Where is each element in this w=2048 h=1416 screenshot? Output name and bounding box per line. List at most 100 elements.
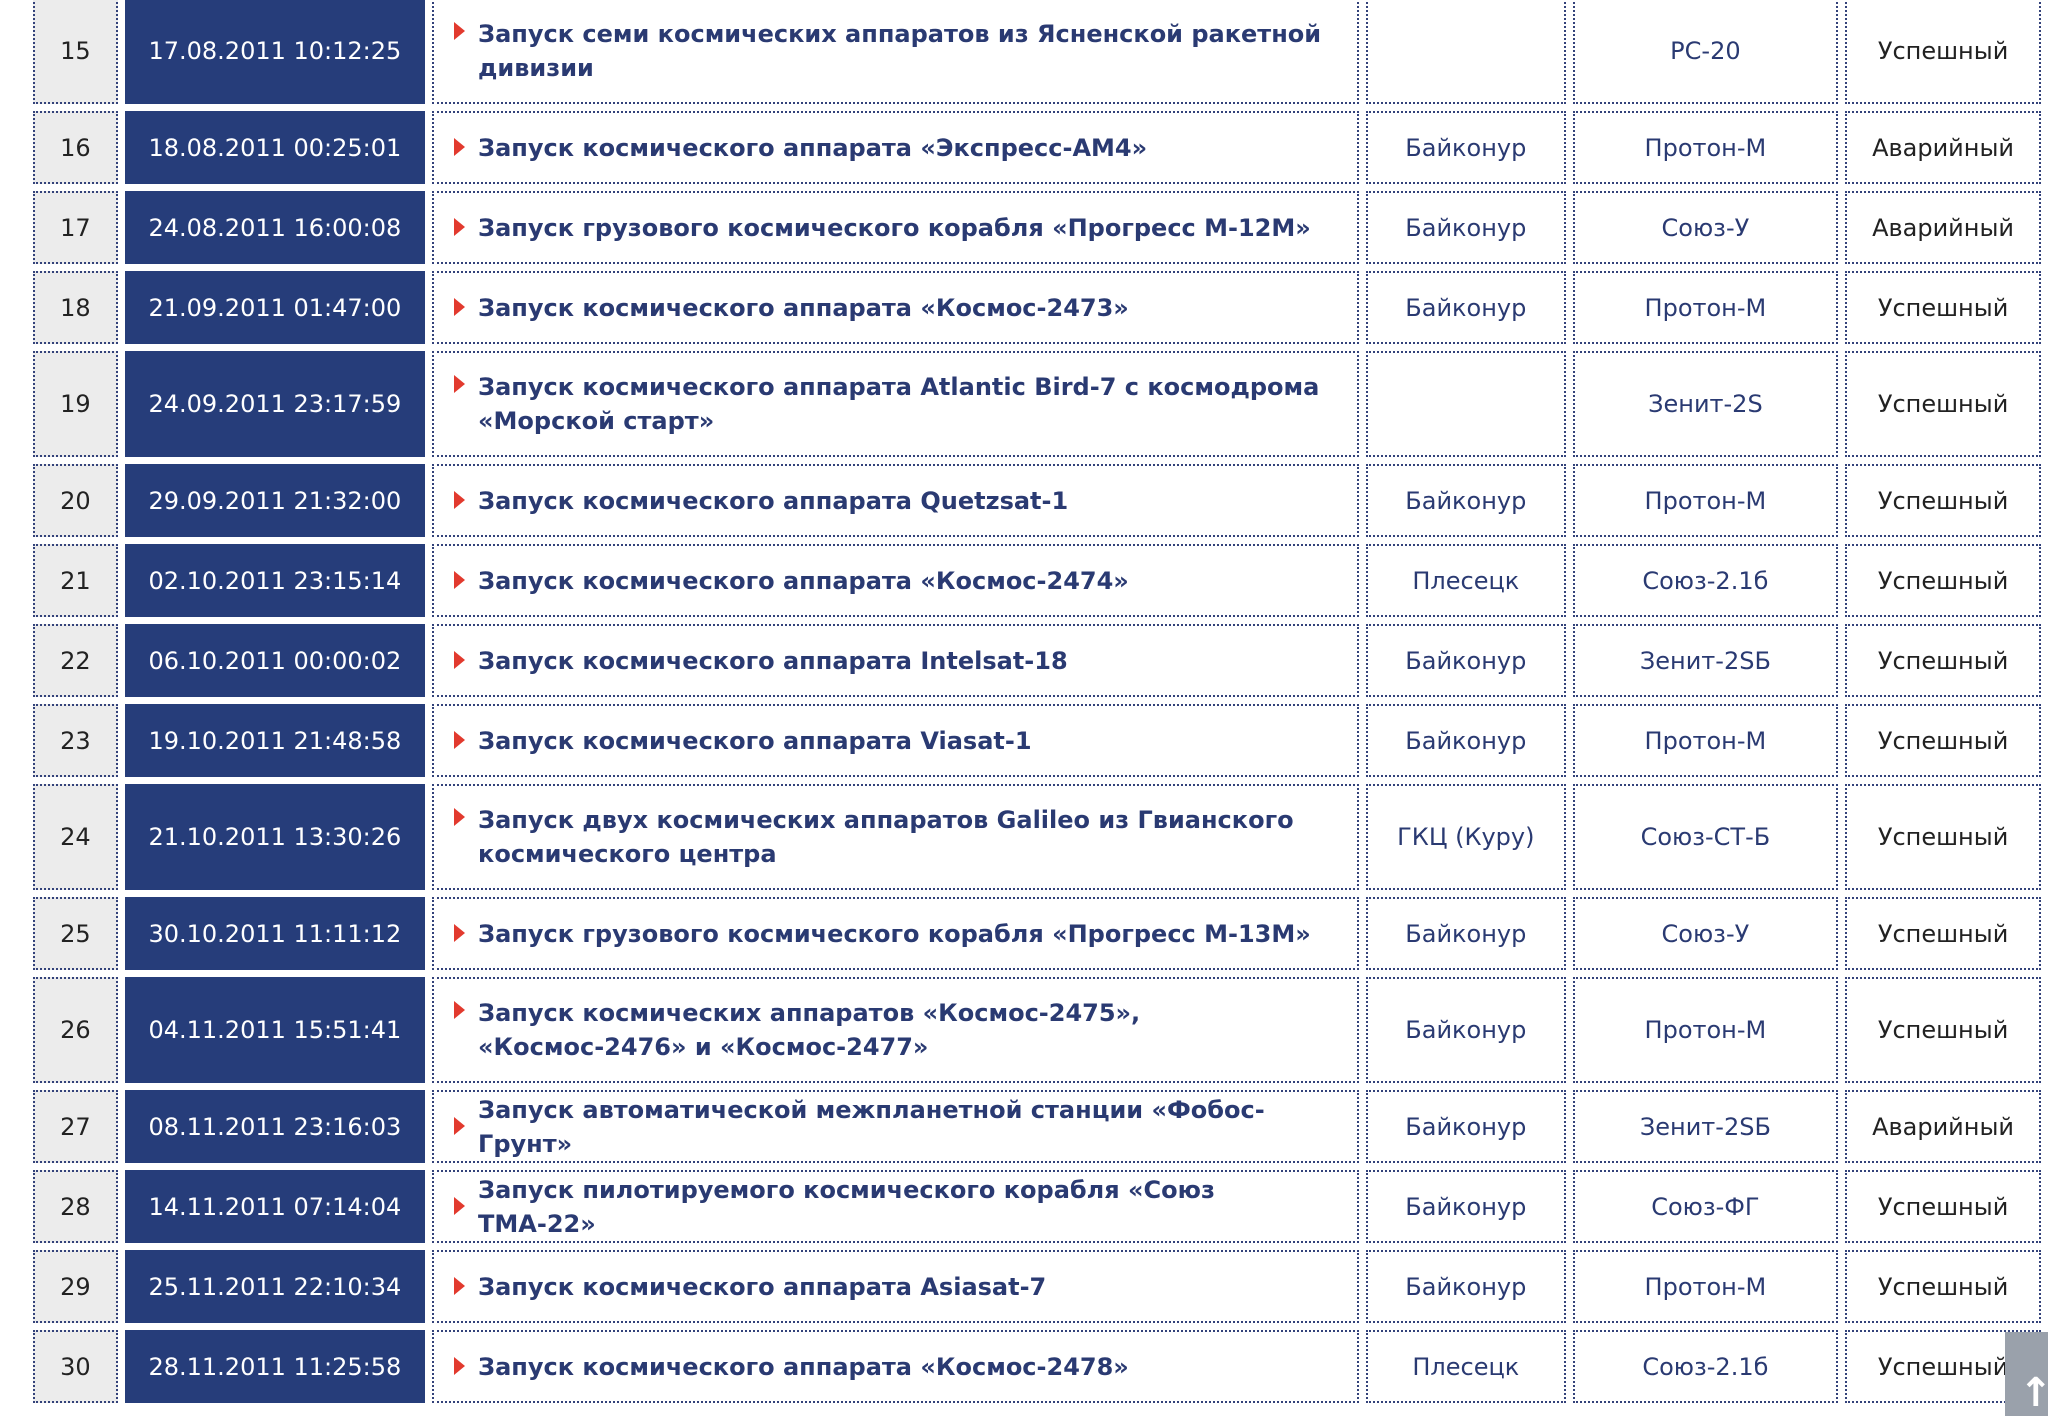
launch-title-link[interactable]: Запуск космического аппарата «Космос-247…: [478, 566, 1129, 595]
table-row: 30 28.11.2011 11:25:58 Запуск космическо…: [33, 1330, 2041, 1403]
rocket: Протон-М: [1572, 704, 1839, 777]
launch-status: Успешный: [1845, 271, 2041, 344]
launch-title-link[interactable]: Запуск пилотируемого космического корабл…: [478, 1175, 1215, 1238]
rocket: Союз-У: [1572, 897, 1839, 970]
launch-site: Байконур: [1365, 271, 1566, 344]
launch-date: 18.08.2011 00:25:01: [124, 111, 426, 184]
launch-date: 21.10.2011 13:30:26: [124, 784, 426, 890]
launch-title-cell: Запуск космического аппарата Intelsat-18: [432, 624, 1359, 697]
rocket: Союз-2.1б: [1572, 1330, 1839, 1403]
launch-site: Байконур: [1365, 977, 1566, 1083]
launch-title-link[interactable]: Запуск космического аппарата «Космос-247…: [478, 1352, 1129, 1381]
launch-title-link[interactable]: Запуск космического аппарата «Экспресс-А…: [478, 133, 1148, 162]
launch-date: 19.10.2011 21:48:58: [124, 704, 426, 777]
arrow-up-icon: ↑: [2019, 1370, 2048, 1416]
launch-title-cell: Запуск семи космических аппаратов из Ясн…: [432, 0, 1359, 104]
launch-site: Байконур: [1365, 111, 1566, 184]
row-number: 17: [33, 191, 118, 264]
row-number: 27: [33, 1090, 118, 1163]
bullet-arrow-icon: [454, 1276, 466, 1295]
launch-site: Байконур: [1365, 1090, 1566, 1163]
row-number: 29: [33, 1250, 118, 1323]
launch-status: Успешный: [1845, 0, 2041, 104]
launch-title-cell: Запуск космического аппарата «Космос-247…: [432, 271, 1359, 344]
row-number: 30: [33, 1330, 118, 1403]
launch-site: Байконур: [1365, 897, 1566, 970]
launch-site: Байконур: [1365, 1170, 1566, 1243]
rocket: Протон-М: [1572, 977, 1839, 1083]
launch-date: 17.08.2011 10:12:25: [124, 0, 426, 104]
bullet-arrow-icon: [454, 1196, 466, 1215]
launch-title-cell: Запуск космического аппарата «Экспресс-А…: [432, 111, 1359, 184]
table-row: 17 24.08.2011 16:00:08 Запуск грузового …: [33, 191, 2041, 264]
launch-date: 08.11.2011 23:16:03: [124, 1090, 426, 1163]
launch-title-cell: Запуск автоматической межпланетной станц…: [432, 1090, 1359, 1163]
launch-site: Байконур: [1365, 464, 1566, 537]
table-row: 29 25.11.2011 22:10:34 Запуск космическо…: [33, 1250, 2041, 1323]
launch-title-link[interactable]: Запуск космических аппаратов «Космос-247…: [478, 999, 1141, 1061]
bullet-arrow-icon: [454, 923, 466, 942]
launch-site: Байконур: [1365, 191, 1566, 264]
launch-title-link[interactable]: Запуск космического аппарата Atlantic Bi…: [478, 373, 1320, 435]
row-number: 25: [33, 897, 118, 970]
rocket: Союз-У: [1572, 191, 1839, 264]
launch-status: Успешный: [1845, 1330, 2041, 1403]
launches-table: 15 17.08.2011 10:12:25 Запуск семи косми…: [26, 0, 2048, 1410]
bullet-arrow-icon: [454, 22, 466, 40]
launch-title-link[interactable]: Запуск космического аппарата Viasat-1: [478, 726, 1032, 755]
launch-title-cell: Запуск космического аппарата «Космос-247…: [432, 1330, 1359, 1403]
table-row: 24 21.10.2011 13:30:26 Запуск двух косми…: [33, 784, 2041, 890]
launch-status: Аварийный: [1845, 111, 2041, 184]
launch-title-link[interactable]: Запуск автоматической межпланетной станц…: [478, 1095, 1265, 1158]
row-number: 23: [33, 704, 118, 777]
launch-status: Успешный: [1845, 464, 2041, 537]
launch-title-cell: Запуск космического аппарата Asiasat-7: [432, 1250, 1359, 1323]
launch-title-link[interactable]: Запуск космического аппарата «Космос-247…: [478, 293, 1129, 322]
launch-title-cell: Запуск космического аппарата «Космос-247…: [432, 544, 1359, 617]
bullet-arrow-icon: [454, 1356, 466, 1375]
launch-title-link[interactable]: Запуск космического аппарата Quetzsat-1: [478, 486, 1069, 515]
launch-title-cell: Запуск двух космических аппаратов Galile…: [432, 784, 1359, 890]
rocket: Зенит-2S: [1572, 351, 1839, 457]
bullet-arrow-icon: [454, 375, 466, 393]
bullet-arrow-icon: [454, 217, 466, 236]
launch-title-link[interactable]: Запуск космического аппарата Asiasat-7: [478, 1272, 1047, 1301]
launch-status: Успешный: [1845, 784, 2041, 890]
launch-title-cell: Запуск космического аппарата Quetzsat-1: [432, 464, 1359, 537]
rocket: Протон-М: [1572, 111, 1839, 184]
launch-title-link[interactable]: Запуск грузового космического корабля «П…: [478, 919, 1311, 948]
launch-status: Успешный: [1845, 351, 2041, 457]
row-number: 21: [33, 544, 118, 617]
launch-title-link[interactable]: Запуск космического аппарата Intelsat-18: [478, 646, 1068, 675]
table-row: 22 06.10.2011 00:00:02 Запуск космическо…: [33, 624, 2041, 697]
bullet-arrow-icon: [454, 650, 466, 669]
launch-date: 28.11.2011 11:25:58: [124, 1330, 426, 1403]
launch-title-cell: Запуск грузового космического корабля «П…: [432, 897, 1359, 970]
launch-date: 24.08.2011 16:00:08: [124, 191, 426, 264]
rocket: Зенит-2SБ: [1572, 624, 1839, 697]
scroll-to-top-button[interactable]: ↑: [2005, 1332, 2048, 1416]
launch-site: Байконур: [1365, 624, 1566, 697]
launch-status: Аварийный: [1845, 191, 2041, 264]
launch-date: 02.10.2011 23:15:14: [124, 544, 426, 617]
launch-title-link[interactable]: Запуск двух космических аппаратов Galile…: [478, 806, 1294, 868]
launch-title-link[interactable]: Запуск семи космических аппаратов из Ясн…: [478, 20, 1322, 82]
launch-title-cell: Запуск пилотируемого космического корабл…: [432, 1170, 1359, 1243]
launch-date: 29.09.2011 21:32:00: [124, 464, 426, 537]
rocket: РС-20: [1572, 0, 1839, 104]
bullet-arrow-icon: [454, 137, 466, 156]
launch-status: Успешный: [1845, 1170, 2041, 1243]
rocket: Протон-М: [1572, 1250, 1839, 1323]
rocket: Протон-М: [1572, 464, 1839, 537]
launch-title-link[interactable]: Запуск грузового космического корабля «П…: [478, 213, 1311, 242]
launch-status: Успешный: [1845, 544, 2041, 617]
launch-site: [1365, 351, 1566, 457]
row-number: 19: [33, 351, 118, 457]
launch-site: Байконур: [1365, 1250, 1566, 1323]
launch-status: Успешный: [1845, 977, 2041, 1083]
launch-date: 30.10.2011 11:11:12: [124, 897, 426, 970]
launch-title-cell: Запуск грузового космического корабля «П…: [432, 191, 1359, 264]
bullet-arrow-icon: [454, 490, 466, 509]
launch-date: 25.11.2011 22:10:34: [124, 1250, 426, 1323]
rocket: Протон-М: [1572, 271, 1839, 344]
